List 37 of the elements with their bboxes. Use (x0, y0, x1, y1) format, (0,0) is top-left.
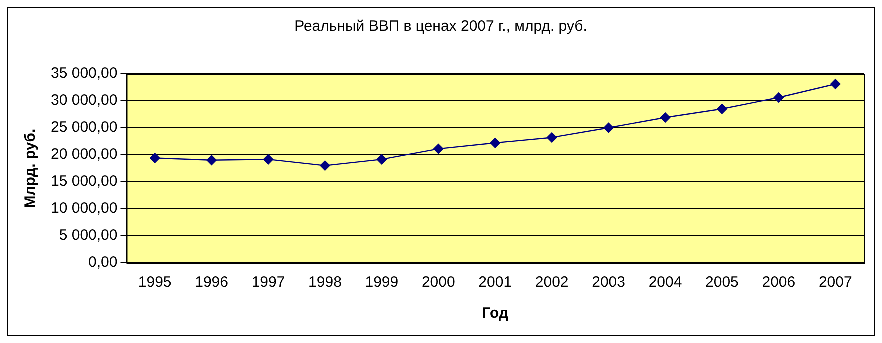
point (830, 79, 841, 90)
point (490, 138, 500, 148)
x-tick-label: 2007 (818, 274, 852, 292)
x-axis-title: Год (482, 305, 509, 322)
point (774, 92, 784, 103)
x-tick-label: 2001 (478, 274, 512, 292)
x-tick-label: 1996 (195, 274, 228, 292)
y-tick-label: 0,00 (88, 254, 118, 272)
chart-title: Реальный ВВП в ценах 2007 г., млрд. руб. (294, 18, 588, 36)
point (376, 154, 388, 165)
point (660, 112, 671, 123)
x-tick-label: 1997 (252, 274, 286, 292)
y-tick-label: 5 000,00 (59, 227, 118, 244)
x-tick-label: 2005 (706, 274, 739, 292)
x-tick-label: 2000 (422, 274, 456, 292)
x-tick-label: 2002 (535, 274, 569, 292)
point (546, 132, 558, 143)
x-tick-label: 1999 (365, 274, 399, 292)
point (717, 104, 728, 114)
point (320, 160, 330, 171)
x-tick-label: 2003 (592, 274, 626, 292)
x-tick-label: 2004 (648, 274, 682, 292)
y-tick-label: 20 000,00 (50, 146, 118, 164)
y-tick-label: 25 000,00 (50, 119, 118, 136)
point (263, 154, 274, 165)
y-axis-title: Млрд. руб. (22, 128, 40, 208)
point (434, 144, 444, 154)
x-tick-label: 1998 (308, 274, 342, 292)
y-tick-label: 35 000,00 (50, 65, 118, 82)
x-tick-label: 2006 (762, 274, 796, 292)
x-tick-label: 1995 (138, 274, 172, 292)
y-tick-label: 30 000,00 (50, 92, 118, 110)
y-tick-label: 10 000,00 (50, 200, 118, 218)
point (206, 155, 217, 166)
point (150, 153, 160, 164)
point (604, 122, 614, 134)
y-tick-label: 15 000,00 (50, 173, 118, 190)
